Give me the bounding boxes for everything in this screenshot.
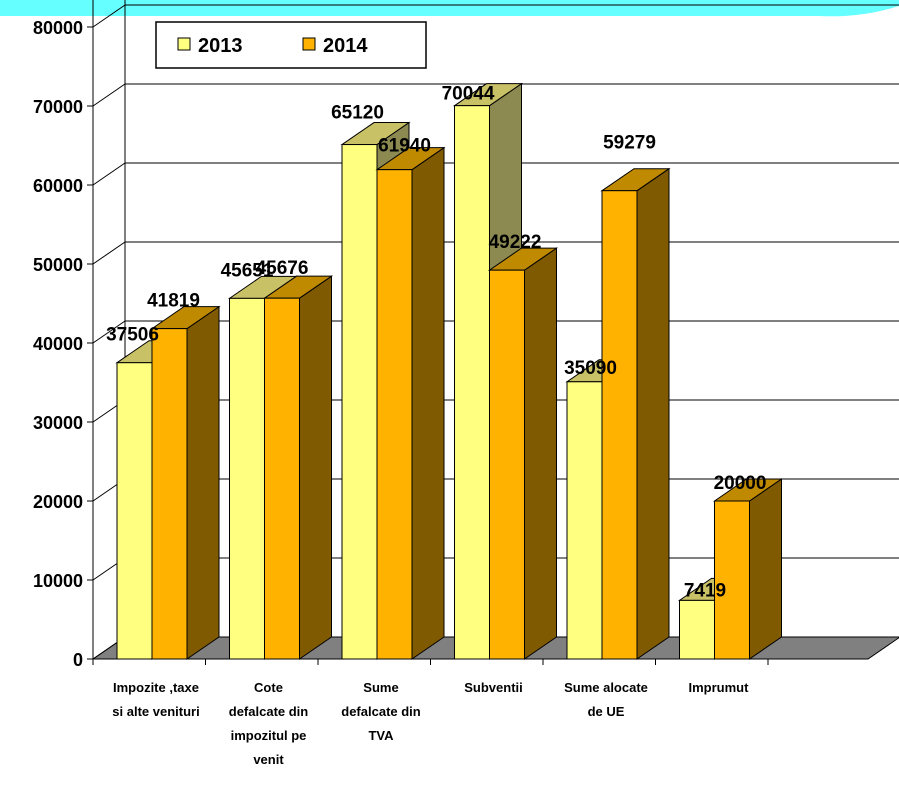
bar-side — [411, 146, 445, 660]
bar-side — [636, 167, 670, 660]
data-label: 35090 — [564, 358, 617, 379]
data-label: 45651 — [221, 260, 274, 281]
bar-2014 — [264, 297, 300, 660]
x-category-label-line: Subventii — [464, 680, 523, 695]
bar-side — [186, 305, 220, 660]
x-category-label-line: si alte venituri — [112, 704, 199, 719]
bar-2013 — [679, 599, 715, 660]
x-category-label-line: Cote — [254, 680, 283, 695]
gridline-depth — [92, 320, 126, 344]
data-label: 65120 — [331, 103, 384, 124]
x-category-label: Cote defalcate din impozitul pe venit — [229, 680, 309, 767]
x-category-label: Subventii — [464, 680, 523, 695]
title-banner — [0, 0, 899, 17]
gridline-depth — [92, 4, 126, 28]
bar-2013 — [454, 105, 490, 660]
bar-side — [299, 275, 332, 660]
x-category-label-line: TVA — [368, 728, 394, 743]
x-category-label: Imprumut — [689, 680, 750, 695]
y-tick-label: 40000 — [33, 334, 83, 354]
bar-2014 — [376, 169, 413, 660]
x-category-label-line: defalcate din — [341, 704, 421, 719]
gridline-depth — [92, 83, 126, 107]
bar-2013 — [341, 144, 378, 660]
x-category-label-line: Sume alocate — [564, 680, 648, 695]
bar-side — [749, 478, 782, 660]
y-tick-label: 20000 — [33, 492, 83, 512]
bar-2013 — [116, 362, 153, 660]
bar-2013 — [229, 297, 265, 660]
legend-swatch-2013 — [177, 37, 191, 51]
x-category-label: Sume defalcate din TVA — [341, 680, 421, 743]
gridline-depth — [92, 241, 126, 265]
data-label: 49222 — [489, 232, 542, 253]
legend — [155, 21, 427, 69]
data-label: 7419 — [684, 580, 726, 601]
data-label: 59279 — [603, 133, 656, 154]
x-category-label-line: impozitul pe — [231, 728, 307, 743]
y-tick-label: 80000 — [33, 18, 83, 38]
bar-2013 — [566, 381, 603, 660]
y-tick-label: 60000 — [33, 176, 83, 196]
bar-2014 — [151, 328, 188, 660]
data-label: 45676 — [256, 258, 309, 279]
legend-label: 2013 — [198, 35, 243, 57]
y-tick-label: 10000 — [33, 571, 83, 591]
data-label: 20000 — [714, 473, 767, 494]
data-label: 37506 — [106, 325, 159, 346]
data-label: 70044 — [442, 84, 495, 105]
x-category-label: Sume alocate de UE — [564, 680, 648, 719]
x-category-label: Impozite ,taxe si alte venituri — [112, 680, 199, 719]
x-category-label-line: Impozite ,taxe — [113, 680, 199, 695]
legend-swatch-2014 — [302, 37, 316, 51]
x-category-label-line: venit — [253, 752, 284, 767]
x-category-label-line: Sume — [363, 680, 398, 695]
bar-side — [524, 247, 557, 660]
gridline-depth — [92, 162, 126, 186]
data-label: 61940 — [378, 136, 431, 157]
x-category-label-line: defalcate din — [229, 704, 309, 719]
y-tick-label: 50000 — [33, 255, 83, 275]
x-category-label-line: de UE — [588, 704, 625, 719]
legend-label: 2014 — [323, 35, 368, 57]
y-tick-label: 70000 — [33, 97, 83, 117]
bar-2014 — [601, 190, 638, 660]
y-tick-label: 0 — [73, 650, 83, 670]
data-label: 41819 — [147, 291, 200, 312]
x-category-label-line: Imprumut — [689, 680, 750, 695]
bar-2014 — [489, 269, 525, 660]
y-tick-label: 30000 — [33, 413, 83, 433]
bar-2014 — [714, 500, 750, 660]
